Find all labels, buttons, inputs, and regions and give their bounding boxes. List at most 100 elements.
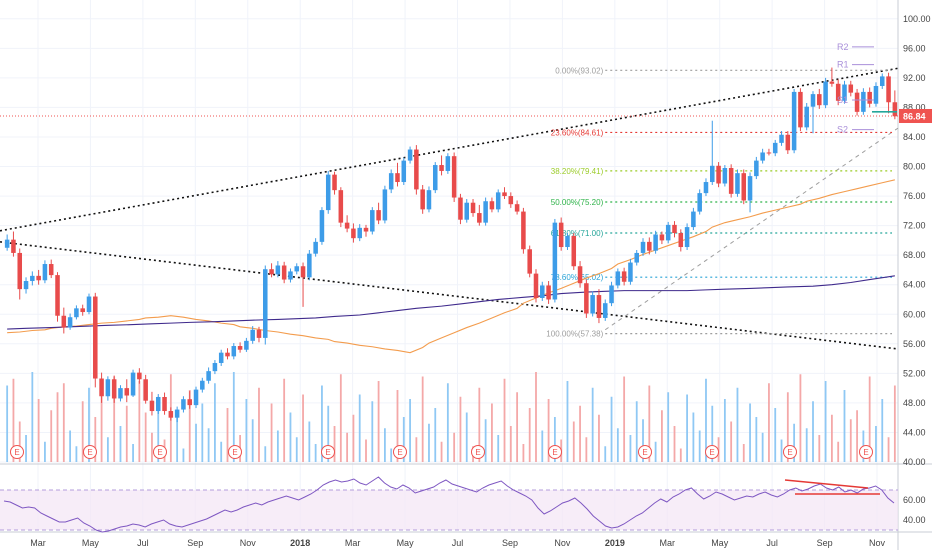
earnings-icon[interactable]: [859, 445, 873, 459]
rsi-divergence-line[interactable]: [784, 479, 869, 489]
volume-bar: [182, 448, 185, 462]
candle-body: [785, 134, 791, 151]
candle-body: [130, 372, 136, 396]
earnings-icon[interactable]: [638, 445, 652, 459]
time-tick-label: May: [397, 538, 415, 548]
candle-body: [143, 379, 148, 401]
earnings-icon-label: E: [552, 448, 557, 457]
candle-body: [571, 235, 577, 267]
time-scale[interactable]: Mar May Jul Sep Nov 2018 Mar May Jul Sep Nov 2019 Ma…: [30, 538, 885, 548]
time-tick-label: Mar: [660, 538, 676, 548]
candle-body: [181, 399, 186, 410]
volume-bar: [264, 446, 267, 462]
earnings-icon[interactable]: [548, 445, 562, 459]
volume-bar: [591, 387, 594, 462]
candle-body: [653, 234, 658, 251]
candle-body: [407, 149, 413, 161]
volume-bar: [25, 435, 27, 462]
candle-body: [325, 174, 331, 211]
volume-bar: [100, 394, 103, 462]
volume-bar: [604, 446, 607, 462]
volume-bar: [837, 441, 840, 462]
price-scale[interactable]: 100.00 96.00 92.00 88.00 84.00 80.00 76.00 72.0…: [899, 14, 932, 467]
fib-trend-line[interactable]: [604, 127, 899, 331]
earnings-icon[interactable]: [10, 445, 24, 459]
candle-body: [779, 134, 784, 143]
volume-bar: [768, 383, 770, 462]
volume-bar: [553, 417, 556, 462]
volume-bar: [856, 410, 858, 462]
volume-bar: [887, 437, 890, 462]
volume-bar: [875, 426, 877, 462]
candle-body: [703, 182, 709, 194]
candle-body: [766, 152, 772, 154]
candle-body: [489, 201, 495, 210]
candle-body: [678, 233, 684, 248]
volume-bar: [849, 419, 852, 462]
upper-trendline[interactable]: [0, 67, 899, 232]
rsi-pane[interactable]: 60.00 40.00: [0, 476, 926, 533]
candle-body: [722, 167, 728, 184]
volume-bar: [157, 396, 160, 462]
earnings-icon[interactable]: [705, 445, 719, 459]
earnings-icon-label: E: [642, 448, 647, 457]
earnings-icon-label: E: [863, 448, 868, 457]
volume-bar: [132, 444, 134, 462]
fibonacci-retracement[interactable]: 0.00%(93.02) 23.60%(84.61) 38.20%(79.41) 50…: [546, 66, 892, 339]
time-tick-label: May: [82, 538, 100, 548]
time-tick-label: Jul: [137, 538, 149, 548]
volume-bar: [402, 417, 405, 462]
earnings-icon[interactable]: [83, 445, 97, 459]
candle-body: [162, 396, 167, 412]
earnings-icon[interactable]: [321, 445, 335, 459]
candle-body: [565, 235, 570, 248]
earnings-icon[interactable]: [393, 445, 407, 459]
earnings-icon-label: E: [87, 448, 92, 457]
time-tick-label: 2019: [605, 538, 625, 548]
volume-bar: [535, 372, 537, 462]
candle-body: [212, 363, 218, 372]
candle-body: [11, 239, 16, 253]
candle-body: [55, 275, 60, 316]
candle-body: [86, 296, 92, 313]
candle-body: [382, 189, 388, 221]
candle-body: [388, 173, 394, 190]
volume-bar: [446, 383, 449, 462]
volume-bar: [333, 426, 336, 462]
current-price-badge[interactable]: [899, 108, 932, 123]
fib-level-label: 50.00%(75.20): [551, 198, 604, 207]
fib-level-label: 61.80%(71.00): [551, 229, 604, 238]
candle-body: [168, 411, 174, 418]
candle-body: [470, 202, 476, 214]
candle-body: [584, 283, 589, 314]
volume-bar: [258, 387, 260, 462]
volume-bar: [289, 412, 292, 462]
volume-bar: [396, 390, 399, 462]
volume-bar: [780, 439, 783, 462]
volume-bar: [283, 378, 286, 462]
volume-bar: [497, 435, 500, 462]
earnings-icon[interactable]: [153, 445, 167, 459]
earnings-icon[interactable]: [228, 445, 242, 459]
volume-bar: [566, 381, 569, 462]
earnings-icon[interactable]: [783, 445, 797, 459]
candle-body: [294, 266, 300, 272]
earnings-icon[interactable]: [471, 445, 485, 459]
candle-body: [338, 190, 344, 223]
candle-body: [552, 222, 558, 300]
candle-body: [357, 227, 362, 239]
volume-bar: [314, 444, 317, 462]
earnings-icon-label: E: [787, 448, 792, 457]
candle-body: [728, 167, 734, 194]
candle-body: [67, 317, 73, 328]
trendlines[interactable]: [0, 67, 899, 350]
candle-body: [684, 227, 690, 248]
candle-body: [665, 224, 671, 241]
lower-trendline[interactable]: [0, 241, 899, 350]
candle-body: [80, 308, 85, 313]
earnings-icon-label: E: [232, 448, 237, 457]
pivot-levels[interactable]: R2 R1 S1 S2: [837, 42, 897, 135]
